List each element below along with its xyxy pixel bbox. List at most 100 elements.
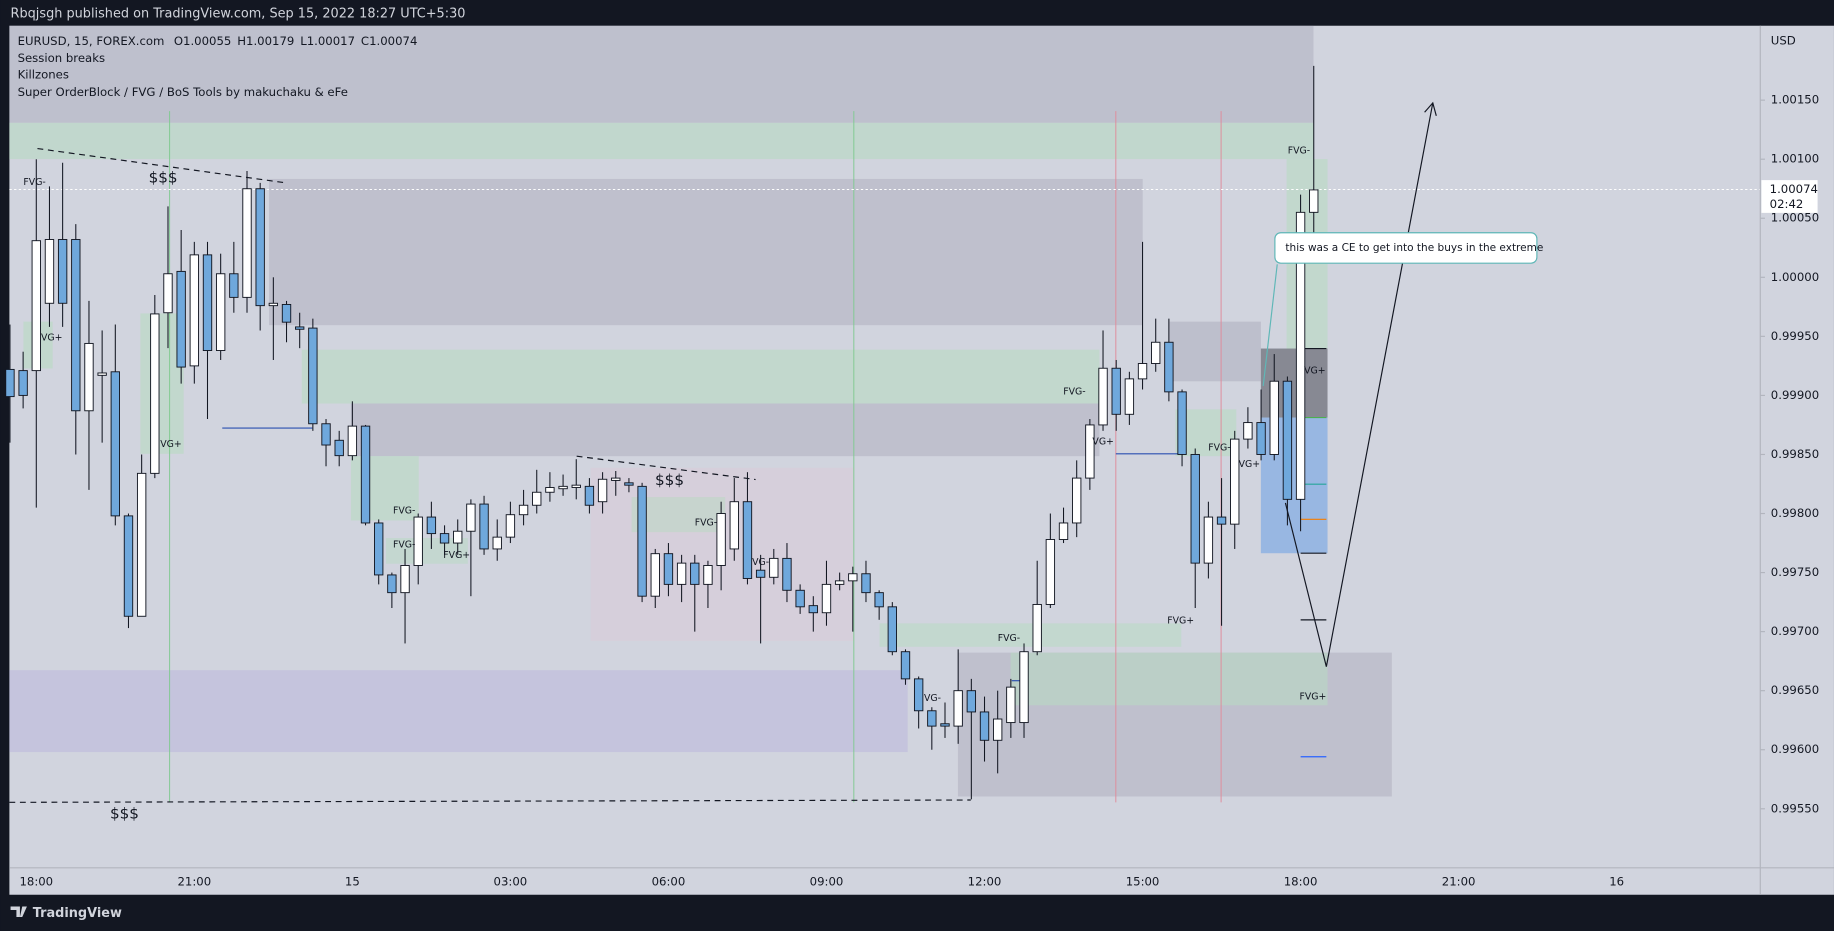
body (1216, 516, 1227, 525)
y-tick-label: 0.99700 (1771, 624, 1819, 638)
zone (1169, 321, 1261, 382)
ohlc-label: O (174, 33, 183, 47)
body (1124, 378, 1135, 415)
logo-mark (10, 906, 27, 917)
body (993, 718, 1003, 741)
annotation: VG+ (1304, 365, 1325, 376)
body (887, 606, 897, 653)
published-line: Rbqjsgh published on TradingView.com, Se… (11, 7, 466, 22)
body (795, 589, 805, 608)
body (848, 573, 858, 582)
annotations: FVG- $$$ VG+ VG+ FVG- FVG- FVG+ $$$ FVG-… (23, 145, 1326, 822)
price-tag (1761, 180, 1818, 213)
ohlc-value: 1.00055 (183, 33, 231, 47)
body (966, 690, 977, 713)
body (1137, 363, 1148, 380)
body (71, 239, 81, 412)
y-tick-label: 1.00050 (1771, 211, 1819, 225)
body (769, 557, 779, 578)
indicator: Super OrderBlock / FVG / BoS Tools by ma… (18, 85, 348, 99)
price-tag-value: 1.00074 (1770, 182, 1818, 196)
body (1006, 686, 1016, 724)
x-tick-label: 12:00 (968, 874, 1002, 888)
annotation: $$$ (655, 471, 684, 489)
zone (269, 178, 1143, 326)
annotation: $$$ (149, 168, 178, 186)
y-tick-label: 0.99750 (1771, 565, 1819, 579)
body (202, 254, 213, 351)
body (426, 516, 437, 535)
body (84, 342, 94, 412)
body (953, 690, 963, 727)
body (334, 439, 344, 457)
x-tick-label: 18:00 (1284, 874, 1318, 888)
body (782, 557, 792, 591)
candles (5, 65, 1319, 800)
body (321, 423, 331, 446)
body (663, 553, 674, 585)
body (729, 501, 739, 550)
annotation: VG- (924, 693, 941, 704)
ohlc-label: L (300, 33, 307, 47)
x-tick-label: 03:00 (494, 874, 528, 888)
body (821, 583, 832, 614)
body (268, 302, 279, 307)
body (31, 240, 41, 372)
y-tick-label: 1.00000 (1771, 270, 1819, 284)
y-tick-label: 0.99900 (1771, 388, 1819, 402)
annotation: FVG- (1063, 386, 1085, 397)
body (1282, 380, 1293, 500)
axis-labels: 0.99550 0.99600 0.99650 0.99700 0.99750 0.998… (19, 93, 1819, 889)
annotation: FVG- (393, 506, 415, 517)
chart-background (9, 25, 1834, 895)
zone (301, 349, 1100, 404)
body (1045, 539, 1056, 605)
annotation: VG+ (41, 333, 62, 344)
indicator: Session breaks (18, 51, 106, 65)
x-tick-label: 09:00 (810, 874, 844, 888)
body (110, 371, 120, 517)
body (123, 515, 134, 617)
body (1190, 453, 1200, 564)
body (690, 562, 700, 585)
body (1164, 341, 1174, 393)
body (979, 711, 990, 741)
body (255, 188, 265, 307)
symbol-legend: EURUSD, 15, FOREX.com O1.00055 H1.00179 L1.… (18, 33, 418, 47)
body (44, 239, 55, 304)
zone (631, 497, 726, 533)
body (1295, 211, 1306, 500)
body (874, 592, 884, 608)
projection (1262, 101, 1437, 667)
annotation: VG- (752, 557, 769, 568)
body (703, 565, 713, 585)
body (176, 270, 186, 368)
y-tick-label: 0.99950 (1771, 329, 1819, 343)
body (1019, 651, 1029, 724)
ohlc-label: H (237, 33, 246, 47)
body (1203, 516, 1214, 564)
zone (9, 25, 1314, 123)
session-lines (9, 111, 1761, 803)
liquidity-line (576, 455, 756, 481)
body (1151, 341, 1161, 364)
body (492, 536, 502, 550)
ohlc-label: C (361, 33, 369, 47)
body (229, 273, 239, 298)
brand: TradingView (33, 906, 122, 921)
body (532, 491, 542, 506)
annotation: FVG+ (1299, 692, 1326, 703)
x-tick-label: 16 (1609, 874, 1624, 888)
currency: USD (1771, 33, 1796, 47)
body (716, 513, 726, 566)
body (136, 472, 147, 617)
body (861, 573, 871, 594)
body (624, 482, 634, 486)
annotation: FVG+ (1167, 616, 1194, 627)
body (650, 553, 660, 597)
zone (9, 670, 908, 753)
x-tick-label: 21:00 (177, 874, 211, 888)
body (1058, 522, 1069, 540)
zone (9, 122, 1314, 160)
body (518, 504, 529, 516)
